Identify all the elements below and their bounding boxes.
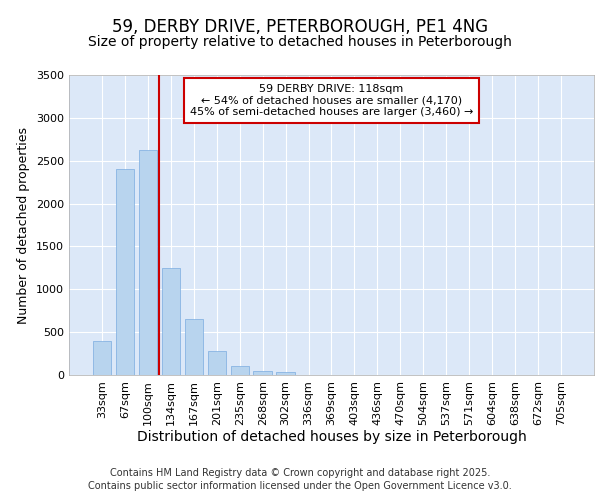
Y-axis label: Number of detached properties: Number of detached properties (17, 126, 31, 324)
Text: Contains public sector information licensed under the Open Government Licence v3: Contains public sector information licen… (88, 481, 512, 491)
Bar (230, 366, 249, 375)
Bar (208, 351, 226, 375)
Text: Contains HM Land Registry data © Crown copyright and database right 2025.: Contains HM Land Registry data © Crown c… (110, 468, 490, 477)
X-axis label: Distribution of detached houses by size in Peterborough: Distribution of detached houses by size … (137, 430, 526, 444)
Bar (253, 370, 272, 375)
Text: Size of property relative to detached houses in Peterborough: Size of property relative to detached ho… (88, 35, 512, 49)
Bar (139, 150, 157, 375)
Text: 59 DERBY DRIVE: 118sqm
← 54% of detached houses are smaller (4,170)
45% of semi-: 59 DERBY DRIVE: 118sqm ← 54% of detached… (190, 84, 473, 117)
Bar (277, 372, 295, 375)
Text: 59, DERBY DRIVE, PETERBOROUGH, PE1 4NG: 59, DERBY DRIVE, PETERBOROUGH, PE1 4NG (112, 18, 488, 36)
Bar (93, 340, 111, 375)
Bar (116, 170, 134, 375)
Bar (185, 320, 203, 375)
Bar (162, 268, 180, 375)
